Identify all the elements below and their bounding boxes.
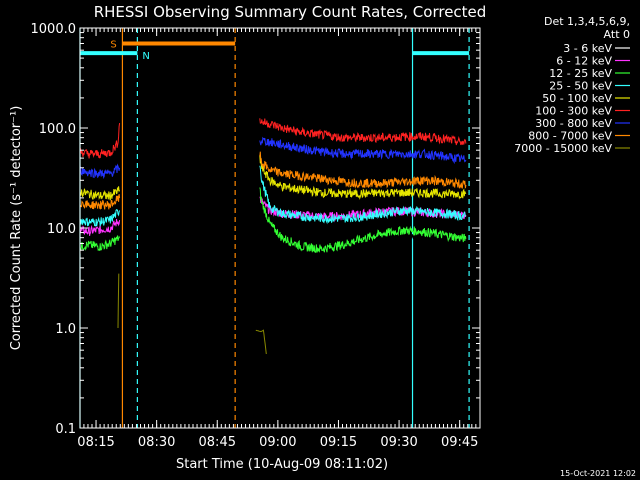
series-layer	[79, 118, 467, 355]
x-tick-label-3: 09:00	[259, 435, 296, 450]
series-line-3-segment-0	[79, 208, 121, 227]
series-line-6-segment-0	[79, 163, 121, 180]
y-tick-label-2: 10.0	[47, 222, 76, 237]
y-tick-label-3: 100.0	[39, 122, 76, 137]
flag-label-1: N	[142, 51, 149, 62]
y-tick-label-4: 1000.0	[31, 22, 77, 37]
legend-label-7: 800 - 7000 keV	[528, 130, 612, 143]
x-tick-label-2: 08:45	[199, 435, 236, 450]
legend-header-attenuator: Att 0	[604, 28, 630, 41]
flag-label-0: S	[110, 39, 116, 50]
series-line-1-segment-1	[259, 196, 467, 223]
x-tick-label-4: 09:15	[320, 435, 357, 450]
x-tick-label-5: 09:30	[380, 435, 417, 450]
series-line-1-segment-0	[79, 218, 121, 236]
legend-label-6: 300 - 800 keV	[535, 117, 612, 130]
series-line-8-segment-0	[117, 273, 120, 329]
chart-title: RHESSI Observing Summary Count Rates, Co…	[94, 3, 487, 21]
x-axis: 08:15 08:30 08:45 09:00 09:15 09:30 09:45	[77, 28, 478, 450]
series-line-6-segment-1	[259, 136, 467, 165]
series-line-5-segment-0	[79, 123, 121, 159]
x-tick-label-0: 08:15	[77, 435, 114, 450]
series-line-2-segment-1	[259, 187, 467, 254]
series-line-7-segment-1	[259, 151, 467, 189]
series-line-4-segment-1	[259, 155, 467, 200]
legend-label-8: 7000 - 15000 keV	[514, 142, 612, 155]
x-tick-label-1: 08:30	[138, 435, 175, 450]
legend-label-3: 25 - 50 keV	[549, 80, 612, 93]
flag-bars: SN	[80, 39, 470, 62]
y-tick-label-0: 0.1	[55, 422, 76, 437]
series-line-7-segment-0	[79, 194, 121, 210]
y-axis-label: Corrected Count Rate (s⁻¹ detector⁻¹)	[9, 106, 24, 351]
y-tick-label-1: 1.0	[55, 322, 76, 337]
x-tick-label-6: 09:45	[441, 435, 478, 450]
y-axis: 0.1 1.0 10.0 100.0 1000.0	[31, 22, 480, 437]
legend-label-2: 12 - 25 keV	[549, 67, 612, 80]
series-line-3-segment-1	[259, 165, 467, 225]
series-line-4-segment-0	[79, 186, 121, 201]
legend-label-0: 3 - 6 keV	[563, 42, 612, 55]
legend-label-5: 100 - 300 keV	[535, 105, 612, 118]
legend-header-detectors: Det 1,3,4,5,6,9,	[544, 15, 630, 28]
legend-label-4: 50 - 100 keV	[542, 92, 612, 105]
footer-timestamp: 15-Oct-2021 12:02	[560, 469, 636, 478]
x-axis-label: Start Time (10-Aug-09 08:11:02)	[176, 457, 388, 472]
legend-label-1: 6 - 12 keV	[556, 55, 612, 68]
series-line-8-segment-1	[255, 329, 267, 355]
series-line-2-segment-0	[79, 235, 121, 252]
series-line-5-segment-1	[259, 118, 467, 146]
